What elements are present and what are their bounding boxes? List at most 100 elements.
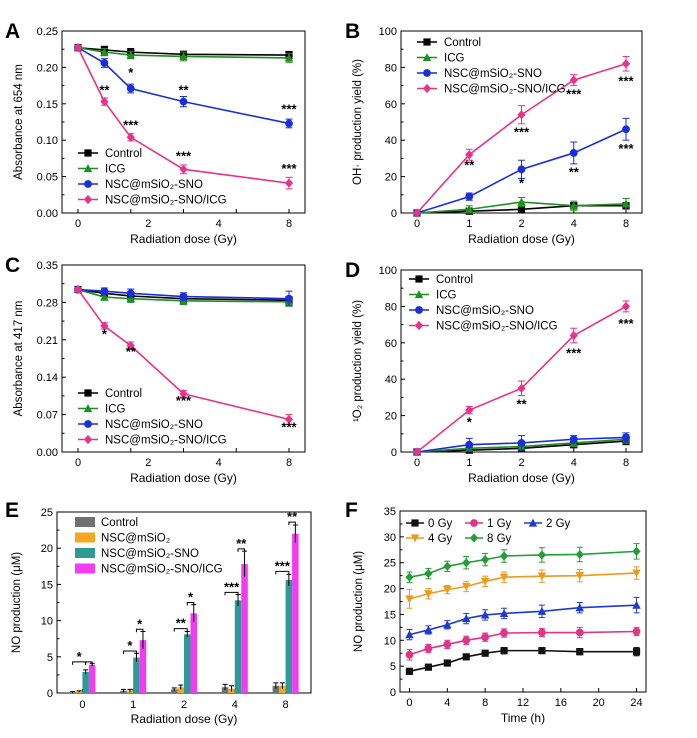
significance-label: * <box>128 65 134 80</box>
data-point <box>73 284 83 295</box>
series-1-gy <box>405 626 641 661</box>
data-point <box>480 610 490 619</box>
panel-label-e: E <box>5 499 19 522</box>
legend-label: 2 Gy <box>546 518 571 530</box>
data-point <box>284 53 294 62</box>
significance-label: ** <box>516 396 527 411</box>
x-tick-label: 8 <box>623 218 629 230</box>
series-line <box>409 649 637 673</box>
data-point <box>424 625 433 634</box>
data-point <box>405 667 414 675</box>
data-point <box>100 47 109 56</box>
legend: Control NSC@mSiO₂ NSC@mSiO₂-SNO NSC@mSiO₂-S… <box>75 517 223 576</box>
data-point <box>179 164 188 174</box>
data-point <box>100 59 109 67</box>
bar <box>272 685 280 693</box>
legend-marker <box>83 434 93 445</box>
legend-label: Control <box>436 274 473 286</box>
panel-label-a: A <box>5 20 20 43</box>
significance-label: ** <box>464 157 475 172</box>
data-point <box>424 663 432 671</box>
bar <box>139 640 147 693</box>
x-tick-label: 0 <box>414 457 420 469</box>
bar <box>234 600 242 693</box>
data-point <box>462 582 471 591</box>
x-tick-label: 2 <box>518 218 524 230</box>
legend-marker <box>84 389 92 397</box>
data-point <box>569 149 578 157</box>
legend-marker <box>411 519 419 527</box>
data-point <box>575 628 584 637</box>
significance-label: *** <box>281 101 297 116</box>
x-tick-label: 8 <box>286 218 292 230</box>
data-point <box>285 119 293 128</box>
y-tick-label: 0.00 <box>37 208 58 220</box>
data-point <box>576 648 584 656</box>
legend-marker <box>83 404 93 413</box>
legend-label: ICG <box>105 164 126 176</box>
legend-marker <box>83 164 93 173</box>
y-tick-label: 60 <box>385 338 397 350</box>
data-point <box>517 439 526 447</box>
legend-marker <box>423 38 431 46</box>
legend-label: NSC@mSiO₂ <box>101 533 170 545</box>
x-tick-label: 16 <box>555 697 567 709</box>
legend-marker <box>84 149 92 157</box>
panel-c: 0.00 0.07 0.14 0.21 0.28 0.35 Absorbance at 41… <box>13 260 306 485</box>
series-nsc-msio2-sno-icg <box>73 43 294 190</box>
y-tick-label: 80 <box>385 301 397 313</box>
legend: 0 Gy 1 Gy 2 Gy 4 Gy 8 Gy <box>406 518 571 545</box>
y-tick-label: 60 <box>385 99 397 111</box>
data-point <box>100 292 109 301</box>
data-point <box>443 586 452 595</box>
y-tick-label: 0.05 <box>37 172 58 184</box>
data-point <box>517 205 526 213</box>
bar <box>285 580 293 693</box>
series-0-gy <box>405 647 641 675</box>
data-point <box>405 630 414 639</box>
x-tick-label: 2 <box>145 457 151 469</box>
panel-a: 0.00 0.05 0.10 0.15 0.20 0.25 Absorbance at 65… <box>13 26 306 246</box>
legend-label: NSC@mSiO₂-SNO/ICG <box>436 321 558 333</box>
data-point <box>622 125 630 134</box>
legend-marker <box>84 180 92 188</box>
y-tick-label: 5 <box>47 652 53 664</box>
legend-marker <box>423 69 431 77</box>
y-tick-label: 0.14 <box>37 372 58 384</box>
significance-label: ** <box>99 82 110 97</box>
bar <box>177 687 184 693</box>
series-nsc-msio2-sno-icg <box>412 300 631 457</box>
data-point <box>424 568 433 579</box>
x-axis-label: Radiation dose (Gy) <box>130 471 237 485</box>
data-point <box>517 197 526 206</box>
y-tick-label: 0.07 <box>37 410 58 422</box>
panel-label-d: D <box>345 259 360 282</box>
y-tick-label: 30 <box>384 532 396 544</box>
x-axis-label: Radiation dose (Gy) <box>131 712 238 726</box>
y-tick-label: 20 <box>41 543 53 555</box>
y-tick-label: 0 <box>391 208 397 220</box>
legend-marker <box>469 533 479 543</box>
data-point <box>462 636 471 645</box>
y-tick-label: 5 <box>390 661 396 673</box>
data-point <box>575 572 584 581</box>
series-nsc-msio2-sno-icg <box>73 284 294 425</box>
series-2-gy <box>405 596 641 641</box>
x-tick-label: 8 <box>283 699 289 711</box>
series-8-gy <box>405 543 641 583</box>
data-point <box>500 647 508 655</box>
y-tick-label: 40 <box>385 374 397 386</box>
x-tick-label: 1 <box>130 699 136 711</box>
significance-label: *** <box>123 117 139 132</box>
y-tick-label: 35 <box>384 506 396 518</box>
significance-label: * <box>127 638 133 653</box>
bar <box>88 664 96 693</box>
data-point <box>621 199 631 208</box>
x-axis-label: Radiation dose (Gy) <box>130 232 237 246</box>
data-point <box>621 59 631 69</box>
data-point <box>443 640 452 649</box>
data-point <box>499 573 509 582</box>
data-point <box>100 97 109 107</box>
legend-label: Control <box>101 517 138 529</box>
